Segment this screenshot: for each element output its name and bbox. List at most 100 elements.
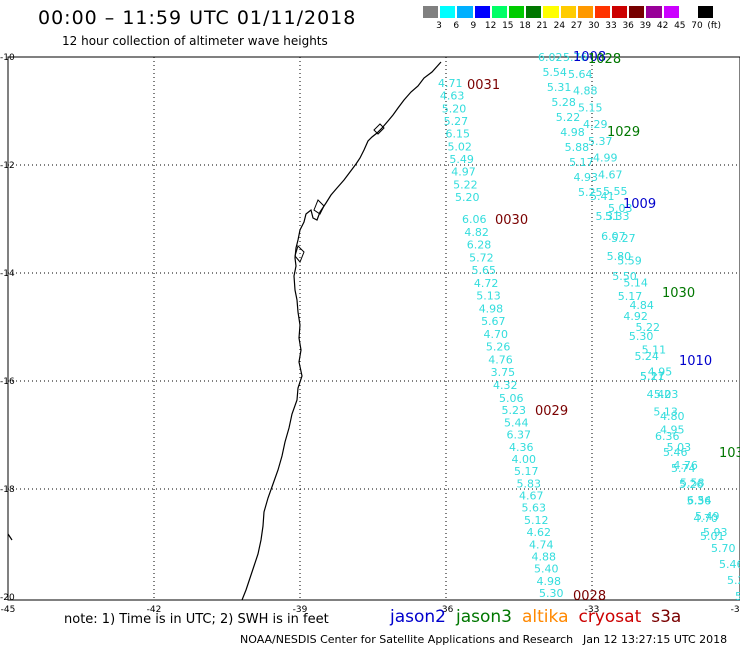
color-swatch [422, 5, 440, 19]
wave-height-value: 4.00 [512, 453, 537, 466]
wave-height-value: 4.97 [451, 166, 476, 179]
track-id-label: 1008 [573, 50, 606, 65]
wave-height-value: 4.32 [493, 379, 518, 392]
wave-height-value: 5.50 [612, 270, 637, 283]
color-scale-tick: 27 [570, 21, 583, 31]
wave-height-value: 4.82 [464, 226, 489, 239]
wave-height-value: 5.49 [695, 510, 720, 523]
wave-height-value: 4.62 [527, 526, 552, 539]
generation-timestamp: Jan 12 13:27:15 UTC 2018 [583, 633, 728, 646]
estuary-detail [373, 123, 385, 135]
color-swatch [439, 5, 457, 19]
wave-height-value: 5.26 [679, 478, 704, 491]
lat-label: -18 [0, 485, 15, 495]
wave-height-value: 4.98 [479, 302, 504, 315]
legend-item-altika: altika [522, 607, 569, 627]
wave-height-value: 5.20 [455, 191, 480, 204]
color-scale-tick: 18 [519, 21, 531, 31]
wave-height-value: 5.03 [667, 441, 692, 454]
color-scale-tick: 42 [656, 21, 669, 31]
color-scale-tick: 30 [588, 21, 600, 31]
wave-height-value: 6.36 [655, 430, 680, 443]
credit-line: NOAA/NESDIS Center for Satellite Applica… [240, 633, 574, 646]
color-scale-tick: 6 [453, 21, 460, 31]
wave-height-value: 5.15 [578, 101, 603, 114]
track-id-label: 1028 [588, 52, 621, 67]
wave-height-value: 5.31 [547, 81, 572, 94]
wave-height-value: 5.27 [444, 115, 469, 128]
wave-height-value: 5.30 [629, 330, 654, 343]
color-scale-tick: 45 [674, 21, 686, 31]
track-id-label: 103 [719, 446, 740, 461]
legend-item-jason3: jason3 [456, 607, 512, 627]
color-scale-tick: 3 [436, 21, 442, 31]
color-swatch [473, 5, 491, 19]
track-id-label: 1010 [679, 354, 712, 369]
bay-detail [294, 245, 305, 263]
wave-height-value: 5.02 [447, 140, 472, 153]
wave-height-value: 4.76 [488, 353, 513, 366]
color-scale-bar [422, 5, 715, 19]
wave-height-value: 5.41 [735, 590, 740, 603]
wave-height-value: 4.76 [673, 459, 698, 472]
wave-height-value: 5.36 [687, 494, 712, 507]
wave-height-value: 5.59 [617, 254, 642, 267]
lat-label: -14 [0, 269, 15, 279]
lon-label: -45 [1, 605, 16, 615]
wave-height-value: 5.70 [711, 542, 736, 555]
wave-height-value: 5.27 [611, 232, 636, 245]
color-scale-ticks: 3 6 9 12 15 18 21 24 27 30 33 36 39 42 45 70 (ft) [422, 21, 728, 33]
wave-height-value: 4.98 [560, 126, 585, 139]
color-swatch [507, 5, 526, 19]
wave-height-value: 4.42 [647, 388, 672, 401]
track-id-label: 0029 [535, 404, 568, 419]
wave-height-value: 5.72 [469, 251, 494, 264]
color-scale-tick: 15 [502, 21, 514, 31]
lat-label: -20 [0, 593, 15, 603]
bay-detail [313, 199, 325, 215]
wave-height-value: 5.49 [449, 153, 474, 166]
wave-height-value: 5.88 [565, 141, 590, 154]
footer-note: note: 1) Time is in UTC; 2) SWH is in fe… [64, 612, 329, 627]
wave-height-value: 5.37 [588, 135, 613, 148]
wave-height-value: 5.44 [504, 416, 529, 429]
wave-height-value: 4.72 [474, 277, 499, 290]
wave-height-value: 5.58 [680, 477, 705, 490]
wave-height-value: 5.17 [640, 370, 665, 383]
wave-height-value: 5.83 [517, 477, 542, 490]
wave-height-value: 5.40 [534, 563, 559, 576]
wave-height-value: 6.28 [467, 239, 492, 252]
wave-height-value: 6.07 [601, 230, 626, 243]
wave-height-value: 4.29 [583, 118, 608, 131]
wave-height-value: 5.46 [663, 446, 688, 459]
wave-height-value: 5.14 [623, 277, 648, 290]
wave-height-value: 5.03 [608, 202, 633, 215]
color-swatch [542, 5, 560, 19]
wave-height-value: 3.75 [491, 366, 515, 379]
wave-height-value: 4.67 [598, 168, 623, 181]
wave-height-value: 5.22 [556, 111, 581, 124]
wave-height-value: 5.22 [453, 178, 478, 191]
wave-height-value: 4.74 [529, 538, 554, 551]
wave-height-value: 4.88 [573, 85, 598, 98]
wave-height-value: 5.65 [472, 264, 497, 277]
color-swatch [525, 5, 543, 19]
lon-label: -39 [293, 605, 308, 615]
wave-height-value: 6.37 [507, 429, 532, 442]
color-scale-tick: 9 [470, 21, 477, 31]
color-swatch [645, 5, 663, 19]
wave-height-value: 5.22 [636, 321, 661, 334]
wave-height-value: 5.74 [671, 462, 696, 475]
wave-height-value: 4.70 [693, 512, 718, 525]
wave-height-value: 6.15 [446, 128, 471, 141]
legend-item-jason2: jason2 [390, 607, 446, 627]
wave-height-value: 4.98 [537, 575, 562, 588]
map-title: 00:00 – 11:59 UTC 01/11/2018 [38, 7, 357, 29]
track-id-label: 1029 [607, 125, 640, 140]
color-scale-tick: 33 [605, 21, 617, 31]
wave-height-value: 5.23 [502, 404, 527, 417]
wave-height-value: 5.54 [542, 66, 567, 79]
wave-height-value: 5.21 [640, 370, 665, 383]
legend-item-cryosat: cryosat [578, 607, 642, 627]
legend-item-s3a: s3a [651, 607, 682, 627]
